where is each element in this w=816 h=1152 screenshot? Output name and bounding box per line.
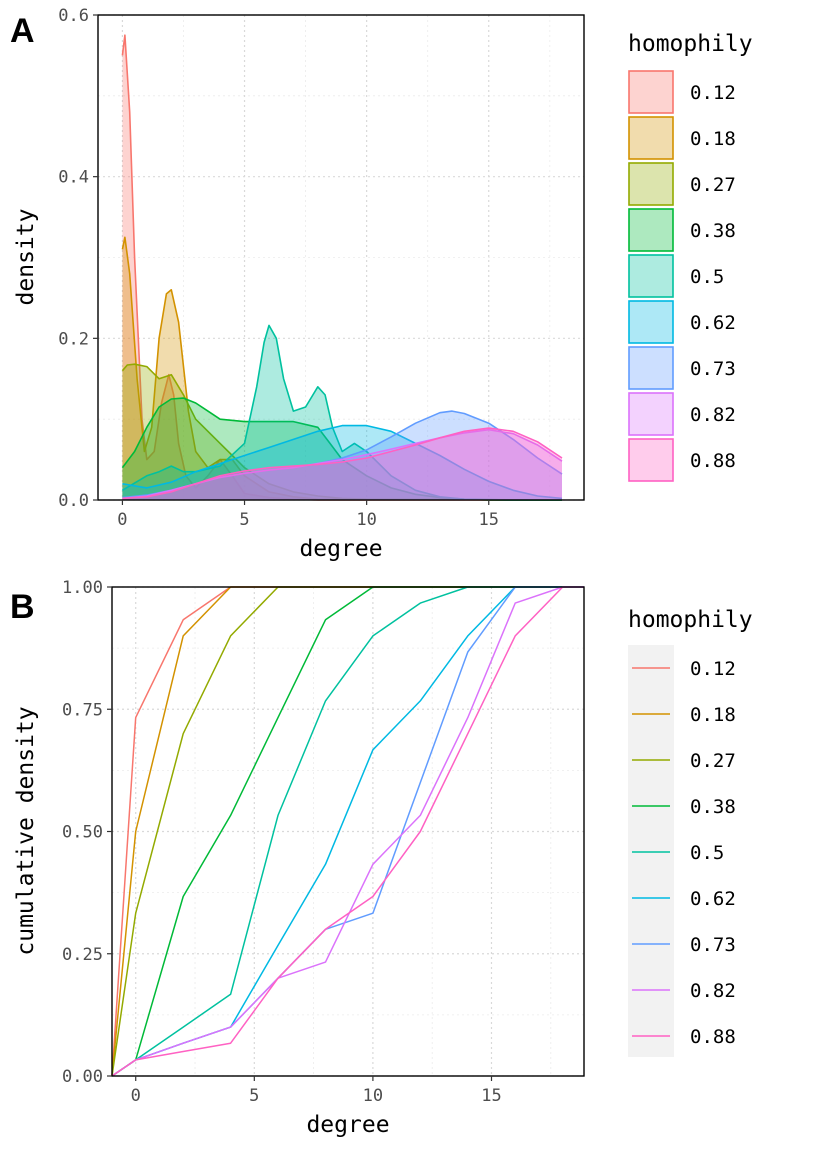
legend-key-0.18 xyxy=(628,116,674,160)
density-area-0.18 xyxy=(122,237,563,501)
y-tick-label: 0.75 xyxy=(62,700,103,720)
density-curve-0.18 xyxy=(121,236,563,501)
legend-label-0.27: 0.27 xyxy=(690,174,736,196)
y-tick-label: 0.50 xyxy=(62,823,103,843)
density-plot-frame xyxy=(97,14,585,501)
y-tick-label: 1.00 xyxy=(62,578,103,598)
y-tick-label: 0.4 xyxy=(58,168,89,188)
legend-key-0.27 xyxy=(628,162,674,206)
density-curve-0.27 xyxy=(121,363,563,501)
legend-key-0.38 xyxy=(628,208,674,252)
legend-label-0.73: 0.73 xyxy=(690,934,736,956)
density-area-0.38 xyxy=(122,398,563,500)
density-curve-0.5 xyxy=(121,324,562,501)
density-area-0.27 xyxy=(122,364,563,500)
x-tick-label: 0 xyxy=(117,510,127,530)
density-y-axis-title: density xyxy=(13,209,39,306)
legend-label-0.62: 0.62 xyxy=(690,888,736,910)
cumulative-x-axis-title: degree xyxy=(306,1112,389,1138)
x-tick-label: 10 xyxy=(356,510,376,530)
y-tick-label: 0.0 xyxy=(58,491,89,511)
density-panel: A 0 5 10 15 0.0 0.2 0.4 0.6 degree density homo… xyxy=(10,6,753,562)
cumulative-panel: B 0 5 10 15 0.00 0.25 0.50 0.75 1.00 degree cumu… xyxy=(10,578,753,1138)
y-tick-label: 0.00 xyxy=(62,1067,103,1087)
legend-key-0.12 xyxy=(628,70,674,114)
density-curve-0.88 xyxy=(122,427,563,500)
density-area-0.82 xyxy=(122,429,563,500)
density-axes: 0 5 10 15 0.0 0.2 0.4 0.6 xyxy=(58,6,499,530)
density-x-axis-title: degree xyxy=(299,536,382,562)
density-legend: 0.12 0.18 0.27 0.38 0.5 0.62 0.73 0.82 0.88 xyxy=(628,70,736,482)
x-tick-label: 10 xyxy=(363,1086,383,1106)
legend-label-0.18: 0.18 xyxy=(690,128,736,150)
legend-label-0.5: 0.5 xyxy=(690,266,724,288)
x-tick-label: 5 xyxy=(249,1086,259,1106)
legend-label-0.12: 0.12 xyxy=(690,82,736,104)
y-tick-label: 0.6 xyxy=(58,6,89,26)
cumulative-line-0.38 xyxy=(111,586,584,1077)
legend-key-0.82 xyxy=(628,392,674,436)
legend-label-0.82: 0.82 xyxy=(690,404,736,426)
density-areas xyxy=(121,34,563,501)
legend-key-0.73 xyxy=(628,346,674,390)
cumulative-grid xyxy=(112,586,584,1077)
legend-label-0.73: 0.73 xyxy=(690,358,736,380)
legend-label-0.18: 0.18 xyxy=(690,704,736,726)
cumulative-line-0.5 xyxy=(111,586,584,1077)
legend-key-0.62 xyxy=(628,300,674,344)
x-tick-label: 15 xyxy=(479,510,499,530)
x-tick-label: 0 xyxy=(131,1086,141,1106)
y-tick-label: 0.25 xyxy=(62,945,103,965)
legend-label-0.38: 0.38 xyxy=(690,796,736,818)
x-tick-label: 15 xyxy=(481,1086,501,1106)
x-tick-label: 5 xyxy=(239,510,249,530)
cumulative-line-0.88 xyxy=(111,586,584,1077)
legend-label-0.5: 0.5 xyxy=(690,842,724,864)
legend-label-0.12: 0.12 xyxy=(690,658,736,680)
panel-label-b: B xyxy=(10,588,35,626)
cumulative-legend: 0.12 0.18 0.27 0.38 0.5 0.62 0.73 0.82 0.88 xyxy=(632,658,736,1048)
y-tick-label: 0.2 xyxy=(58,329,89,349)
density-curve-0.12 xyxy=(121,34,562,501)
legend-key-0.5 xyxy=(628,254,674,298)
panel-label-a: A xyxy=(10,12,35,50)
legend-label-0.27: 0.27 xyxy=(690,750,736,772)
density-area-0.73 xyxy=(122,411,563,500)
cumulative-y-axis-title: cumulative density xyxy=(13,706,39,955)
legend-label-0.88: 0.88 xyxy=(690,1026,736,1048)
density-area-0.12 xyxy=(122,35,563,500)
density-area-0.88 xyxy=(122,428,563,500)
legend-label-0.38: 0.38 xyxy=(690,220,736,242)
density-curve-0.38 xyxy=(121,397,562,501)
legend-label-0.88: 0.88 xyxy=(690,450,736,472)
cumulative-legend-title: homophily xyxy=(628,607,753,633)
cumulative-legend-key-background xyxy=(628,645,674,1057)
density-legend-title: homophily xyxy=(628,31,753,57)
legend-label-0.62: 0.62 xyxy=(690,312,736,334)
cumulative-axes: 0 5 10 15 0.00 0.25 0.50 0.75 1.00 xyxy=(62,578,502,1106)
legend-label-0.82: 0.82 xyxy=(690,980,736,1002)
density-curve-0.62 xyxy=(122,424,563,500)
density-area-0.5 xyxy=(122,325,563,500)
legend-key-0.88 xyxy=(628,438,674,482)
